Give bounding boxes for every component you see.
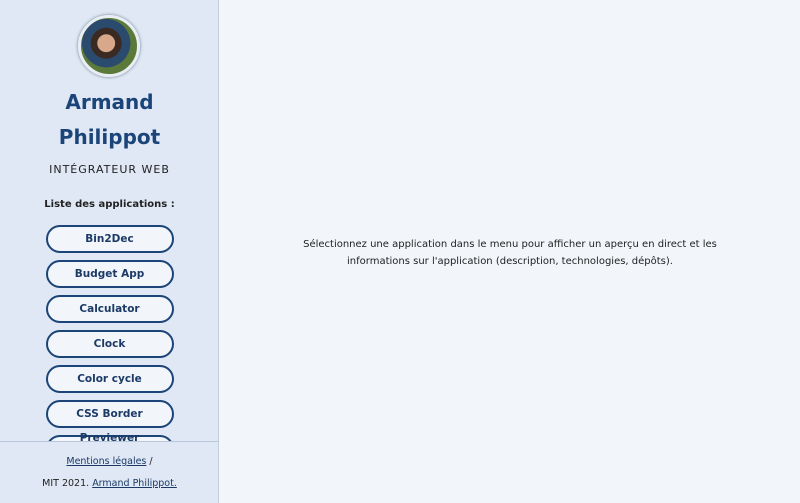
license: MIT 2021.: [42, 478, 90, 489]
app-button-color-cycle[interactable]: Color cycle: [45, 365, 174, 393]
profile-first-name: Armand: [65, 90, 154, 114]
apps-title: Liste des applications :: [44, 199, 175, 210]
app-button-bin2dec[interactable]: Bin2Dec: [45, 225, 174, 253]
app-button-css-border-previewer[interactable]: CSS Border Previewer: [45, 400, 174, 441]
sidebar: Armand Philippot INTÉGRATEUR WEB Liste d…: [0, 0, 219, 503]
separator: /: [149, 456, 153, 467]
app-button-budget-app[interactable]: Budget App: [45, 260, 174, 288]
avatar: [78, 15, 140, 77]
profile-role: INTÉGRATEUR WEB: [49, 163, 170, 176]
author-link[interactable]: Armand Philippot.: [92, 478, 177, 489]
footer: Mentions légales / MIT 2021. Armand Phil…: [0, 441, 219, 503]
app-button-clock[interactable]: Clock: [45, 330, 174, 358]
legal-link[interactable]: Mentions légales: [66, 456, 147, 467]
profile-last-name: Philippot: [58, 125, 161, 149]
placeholder-message: Sélectionnez une application dans le men…: [303, 239, 717, 267]
app-button-calculator[interactable]: Calculator: [45, 295, 174, 323]
apps-list[interactable]: Bin2Dec Budget App Calculator Clock Colo…: [0, 225, 219, 441]
